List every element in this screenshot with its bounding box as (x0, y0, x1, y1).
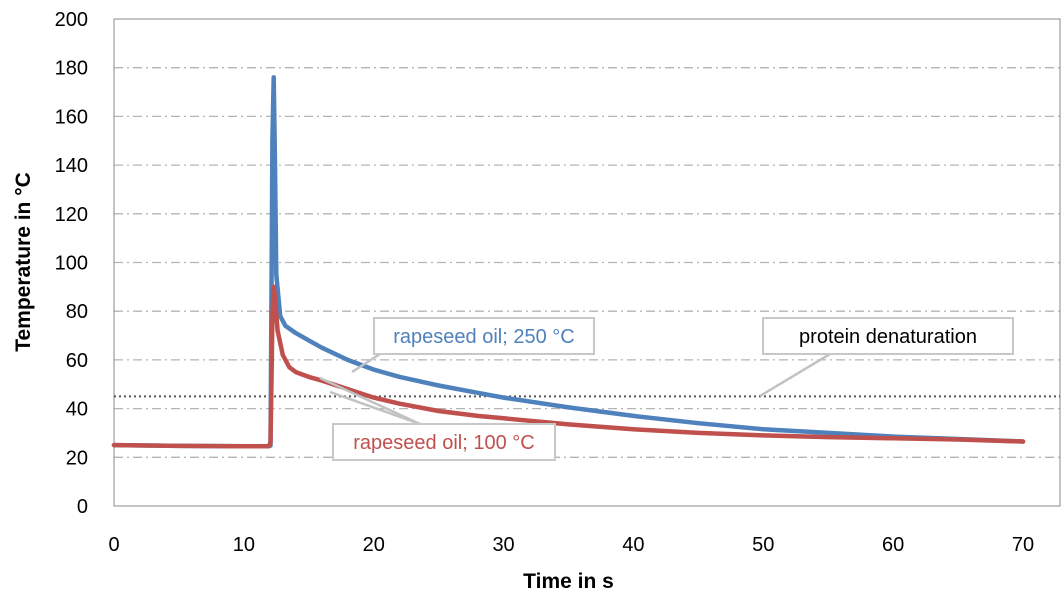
y-tick-labels: 0 20 40 60 80 100 120 140 160 180 200 (55, 9, 88, 518)
series-line-1 (111, 284, 1026, 449)
callout-label: rapeseed oil; 100 °C (353, 432, 534, 454)
grid (114, 67, 1060, 458)
y-tick-label: 0 (77, 496, 88, 518)
series-layer (111, 75, 1026, 449)
callout-leader (759, 352, 831, 398)
y-tick-label: 20 (66, 447, 88, 469)
x-tick-label: 30 (492, 534, 514, 556)
x-tick-label: 50 (752, 534, 774, 556)
x-tick-label: 40 (622, 534, 644, 556)
y-tick-label: 40 (66, 399, 88, 421)
y-tick-label: 200 (55, 9, 88, 31)
x-tick-labels: 0 10 20 30 40 50 60 70 (108, 534, 1034, 556)
x-tick-label: 20 (363, 534, 385, 556)
plot-frame (113, 18, 1061, 507)
x-tick-label: 0 (108, 534, 119, 556)
callout-box (373, 317, 595, 355)
y-tick-label: 60 (66, 350, 88, 372)
x-tick-label: 60 (882, 534, 904, 556)
y-tick-label: 100 (55, 253, 88, 275)
callout-label: rapeseed oil; 250 °C (393, 326, 574, 348)
callout-leader (329, 390, 421, 426)
callout-leader (351, 352, 381, 374)
callout-label: protein denaturation (799, 326, 977, 348)
y-axis-title: Temperature in °C (12, 172, 35, 352)
y-tick-label: 180 (55, 58, 88, 80)
y-tick-label: 140 (55, 155, 88, 177)
y-tick-label: 80 (66, 301, 88, 323)
callout-box (762, 317, 1014, 355)
x-axis-title: Time in s (523, 570, 614, 593)
callouts: rapeseed oil; 250 °C rapeseed oil; 100 °C… (319, 317, 1014, 461)
x-tick-label: 70 (1012, 534, 1034, 556)
callout-leader (319, 376, 421, 426)
y-tick-label: 160 (55, 106, 88, 128)
callout-box (332, 423, 556, 461)
x-tick-label: 10 (233, 534, 255, 556)
y-tick-label: 120 (55, 204, 88, 226)
